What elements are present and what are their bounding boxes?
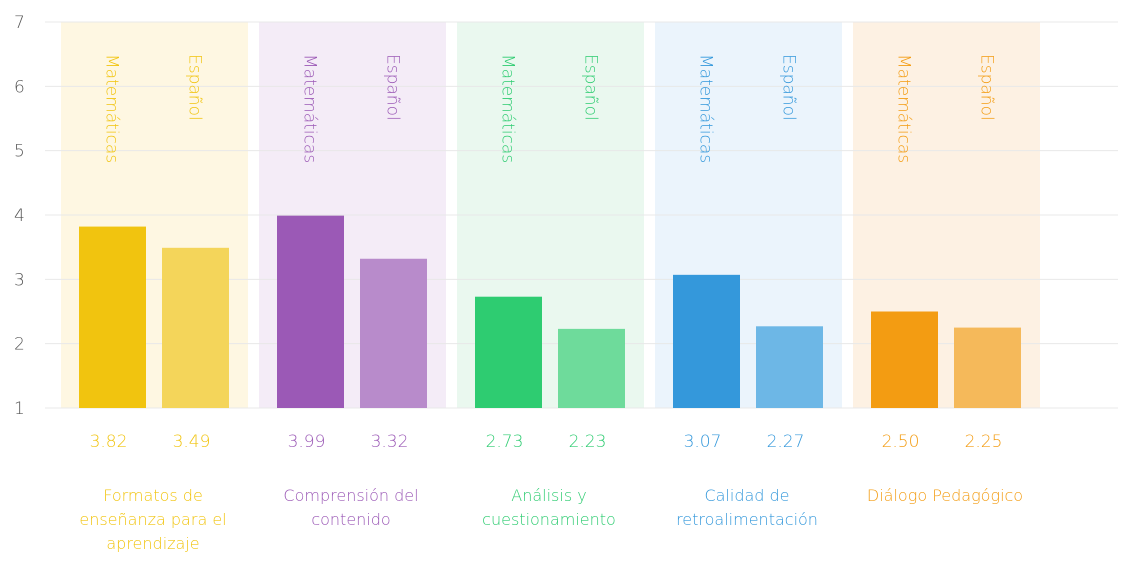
value-label: 3.99 xyxy=(288,432,326,452)
bar xyxy=(162,247,229,408)
bar xyxy=(79,226,146,408)
value-label: 3.49 xyxy=(173,432,211,452)
series-label: Español xyxy=(383,54,403,121)
value-label: 3.82 xyxy=(90,432,128,452)
y-tick-label: 5 xyxy=(14,142,25,162)
value-label: 3.07 xyxy=(684,432,722,452)
bar xyxy=(360,258,427,408)
y-tick-label: 3 xyxy=(14,270,25,290)
series-label: Matemáticas xyxy=(102,54,122,163)
y-tick-label: 6 xyxy=(14,77,25,97)
y-tick-label: 2 xyxy=(14,335,25,355)
bar xyxy=(475,296,542,408)
category-label: Diálogo Pedagógico xyxy=(866,486,1024,505)
series-label: Matemáticas xyxy=(498,54,518,163)
value-label: 2.23 xyxy=(569,432,607,452)
y-tick-label: 7 xyxy=(14,13,25,33)
category-label: Formatos de enseñanza para el aprendizaj… xyxy=(79,486,227,553)
bar xyxy=(954,327,1021,408)
series-label: Matemáticas xyxy=(696,54,716,163)
value-label: 2.27 xyxy=(767,432,805,452)
value-label: 2.73 xyxy=(486,432,524,452)
series-label: Español xyxy=(977,54,997,121)
bar xyxy=(756,326,823,408)
category-label: Calidad de retroalimentación xyxy=(676,486,818,529)
value-label: 2.50 xyxy=(882,432,920,452)
bar xyxy=(871,311,938,408)
series-label: Matemáticas xyxy=(894,54,914,163)
bar xyxy=(277,215,344,408)
series-label: Español xyxy=(581,54,601,121)
category-label: Comprensión del contenido xyxy=(283,486,419,529)
bar xyxy=(673,274,740,408)
series-label: Español xyxy=(779,54,799,121)
bar xyxy=(558,328,625,408)
series-label: Matemáticas xyxy=(300,54,320,163)
series-label: Español xyxy=(185,54,205,121)
y-tick-label: 4 xyxy=(14,206,25,226)
category-label: Análisis y cuestionamiento xyxy=(482,486,616,529)
value-label: 2.25 xyxy=(965,432,1003,452)
y-tick-label: 1 xyxy=(14,399,25,419)
value-label: 3.32 xyxy=(371,432,409,452)
